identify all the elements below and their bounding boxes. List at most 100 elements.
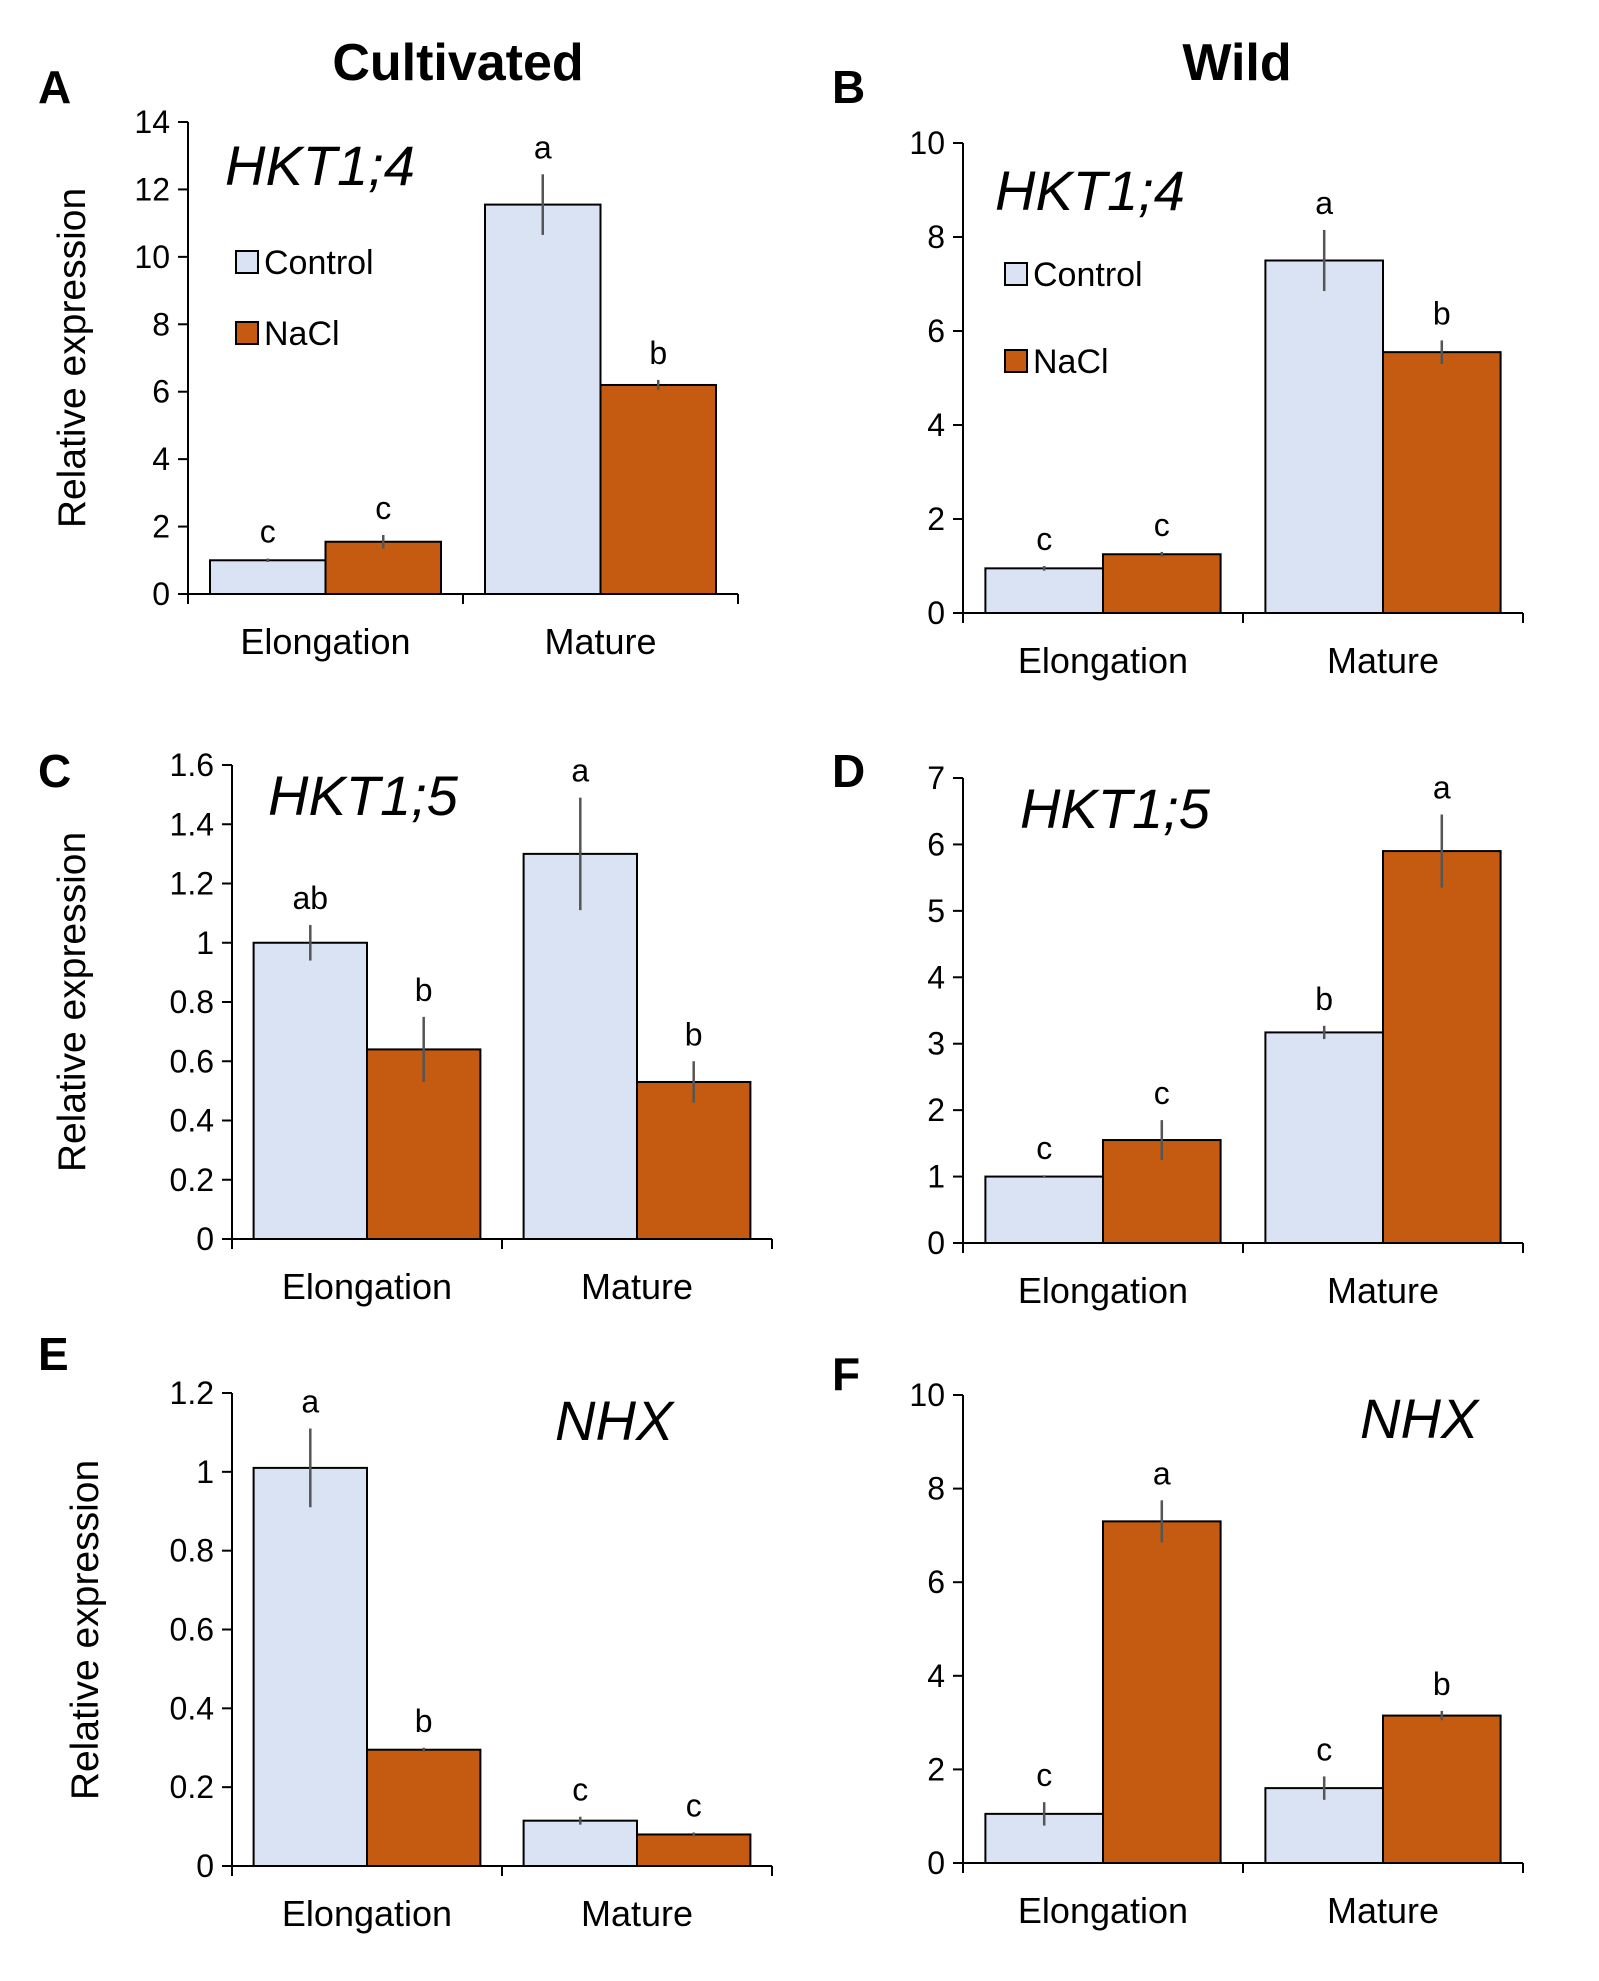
x-tick-label: Mature: [1327, 1890, 1439, 1931]
x-tick-label: Mature: [581, 1266, 693, 1307]
x-tick-label: Elongation: [1018, 1270, 1188, 1311]
bar-nacl-mature: [599, 383, 717, 595]
y-axis-label: Relative expression: [64, 1460, 107, 1800]
significance-letter: a: [301, 1383, 319, 1419]
y-tick-label: 3: [927, 1026, 945, 1062]
y-tick-label: 0.2: [170, 1162, 214, 1198]
legend-label-nacl: NaCl: [1033, 343, 1109, 381]
y-tick-label: 7: [927, 760, 945, 796]
x-tick-label: Elongation: [282, 1266, 452, 1307]
y-tick-label: 0: [196, 1221, 214, 1257]
y-tick-label: 0.6: [170, 1612, 214, 1648]
y-tick-label: 1.2: [170, 1375, 214, 1411]
significance-letter: c: [1154, 507, 1170, 543]
y-tick-label: 0: [927, 1225, 945, 1261]
significance-letter: b: [1433, 1666, 1451, 1702]
y-tick-label: 1.6: [170, 747, 214, 783]
panel-letter: E: [38, 1328, 69, 1380]
legend-label-nacl: NaCl: [264, 315, 340, 353]
significance-letter: ab: [293, 880, 329, 916]
y-tick-label: 8: [927, 1471, 945, 1507]
y-tick-label: 10: [909, 1377, 945, 1413]
bar-nacl-mature: [636, 1080, 752, 1241]
gene-title: HKT1;4: [995, 159, 1185, 222]
y-tick-label: 5: [927, 893, 945, 929]
significance-letter: c: [572, 1772, 588, 1808]
significance-letter: b: [415, 972, 433, 1008]
y-tick-label: 14: [134, 104, 170, 140]
significance-letter: b: [415, 1703, 433, 1739]
y-tick-label: 4: [927, 407, 945, 443]
gene-title: NHX: [1360, 1387, 1481, 1450]
y-tick-label: 1: [927, 1159, 945, 1195]
panel-a: A 0 2 4 6 8 10 12 14 Elongation Mature c a c b HKT1;4 Re…: [38, 61, 739, 662]
x-tick-label: Mature: [544, 621, 656, 662]
gene-title: NHX: [555, 1389, 676, 1452]
x-tick-label: Elongation: [1018, 640, 1188, 681]
gene-title: HKT1;4: [225, 134, 415, 197]
significance-letter: a: [571, 753, 589, 789]
y-tick-label: 0: [927, 595, 945, 631]
bar-nacl-mature: [1382, 850, 1502, 1244]
x-tick-label: Mature: [1327, 640, 1439, 681]
y-tick-label: 6: [152, 374, 170, 410]
y-tick-label: 0.4: [170, 1103, 214, 1139]
panel-letter: C: [38, 745, 71, 797]
column-title-wild: Wild: [1182, 34, 1291, 92]
significance-letter: b: [685, 1016, 703, 1052]
bar-nacl-mature: [1382, 1714, 1502, 1864]
significance-letter: c: [1154, 1075, 1170, 1111]
gene-title: HKT1;5: [1020, 777, 1211, 840]
panel-c: C 0 0.2 0.4 0.6 0.8 1 1.2 1.4 1.6 Elongation Mature…: [38, 745, 773, 1307]
significance-letter: a: [1433, 770, 1451, 806]
x-tick-label: Elongation: [1018, 1890, 1188, 1931]
y-tick-label: 4: [927, 1658, 945, 1694]
y-tick-label: 8: [927, 219, 945, 255]
x-tick-label: Mature: [581, 1893, 693, 1934]
y-tick-label: 2: [927, 1751, 945, 1787]
x-tick-label: Mature: [1327, 1270, 1439, 1311]
y-tick-label: 6: [927, 313, 945, 349]
panel-letter: A: [38, 61, 71, 113]
bar-nacl-elongation: [324, 540, 442, 595]
bar-nacl-mature: [1382, 351, 1502, 614]
significance-letter: c: [686, 1787, 702, 1823]
significance-letter: c: [1036, 1757, 1052, 1793]
significance-letter: b: [1433, 295, 1451, 331]
legend-label-control: Control: [264, 244, 374, 282]
y-tick-label: 0.8: [170, 1533, 214, 1569]
x-tick-label: Elongation: [240, 621, 410, 662]
bar-control-elongation: [984, 567, 1105, 614]
significance-letter: c: [1036, 1130, 1052, 1166]
bar-nacl-elongation: [366, 1748, 482, 1867]
panel-letter: D: [832, 745, 865, 797]
y-tick-label: 2: [152, 509, 170, 545]
y-tick-label: 0.8: [170, 984, 214, 1020]
y-tick-label: 12: [134, 171, 170, 207]
gene-title: HKT1;5: [268, 764, 459, 827]
bar-nacl-elongation: [1102, 553, 1222, 614]
bar-control-mature: [1264, 1031, 1385, 1244]
x-tick-label: Elongation: [282, 1893, 452, 1934]
y-tick-label: 0.2: [170, 1769, 214, 1805]
significance-letter: c: [1036, 521, 1052, 557]
panel-e: E 0 0.2 0.4 0.6 0.8 1 1.2 Elongation Mature a c b c NH…: [38, 1328, 773, 1934]
y-tick-label: 1: [196, 1454, 214, 1490]
panel-letter: F: [832, 1348, 860, 1400]
column-title-cultivated: Cultivated: [332, 34, 583, 92]
y-tick-label: 0: [196, 1848, 214, 1884]
legend-swatch-control: [1004, 262, 1028, 286]
y-tick-label: 0: [927, 1845, 945, 1881]
y-tick-label: 6: [927, 826, 945, 862]
panel-d: D 0 1 2 3 4 5 6 7 Elongation Mature c b c a HKT1;5: [832, 745, 1524, 1311]
significance-letter: b: [649, 335, 667, 371]
panel-letter: B: [832, 61, 865, 113]
bar-control-mature: [522, 852, 638, 1240]
bar-control-elongation: [984, 1175, 1105, 1244]
y-tick-label: 6: [927, 1564, 945, 1600]
significance-letter: a: [534, 129, 552, 165]
y-tick-label: 2: [927, 501, 945, 537]
y-tick-label: 8: [152, 306, 170, 342]
bar-nacl-elongation: [1102, 1520, 1222, 1864]
y-tick-label: 1: [196, 925, 214, 961]
